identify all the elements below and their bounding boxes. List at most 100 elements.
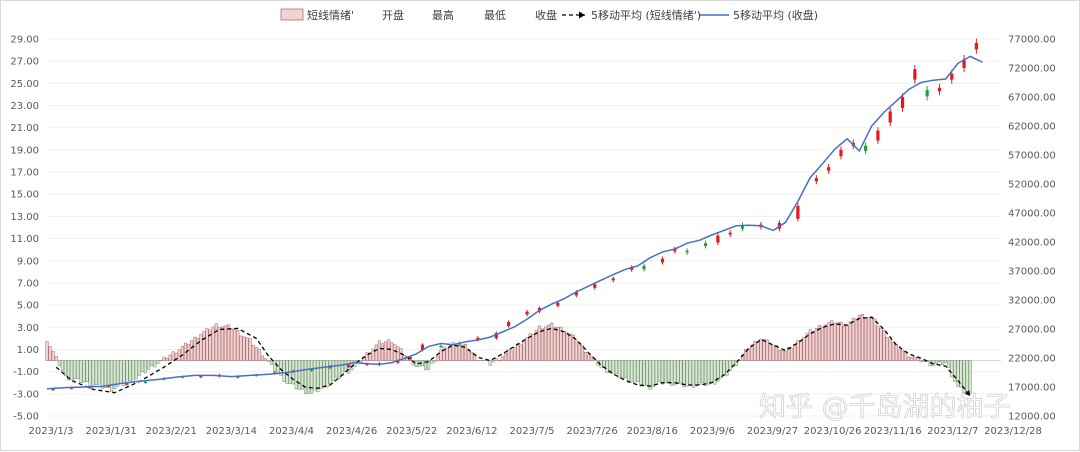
sentiment-bar	[618, 361, 621, 378]
right-tick-label: 47000.00	[1008, 209, 1056, 220]
sentiment-bar	[557, 327, 560, 360]
sentiment-bar	[89, 361, 92, 386]
candle-body	[796, 206, 799, 219]
x-tick-label: 2023/3/14	[206, 426, 257, 437]
sentiment-bar	[692, 361, 695, 388]
sentiment-bar	[440, 350, 443, 361]
sentiment-bar	[141, 361, 144, 372]
candle-body	[889, 112, 892, 123]
sentiment-bar	[824, 325, 827, 361]
candle-body	[144, 382, 147, 383]
right-tick-label: 42000.00	[1008, 238, 1056, 249]
candle-body	[876, 131, 879, 141]
x-tick-label: 2023/11/16	[864, 426, 922, 437]
left-tick-label: -3.00	[13, 389, 39, 400]
sentiment-bar	[353, 361, 356, 367]
sentiment-bar	[517, 344, 520, 361]
sentiment-bar	[523, 341, 526, 360]
sentiment-bar	[415, 361, 418, 367]
sentiment-bar	[255, 347, 258, 360]
sentiment-bar	[433, 361, 436, 362]
sentiment-bar	[843, 326, 846, 360]
sentiment-bar	[116, 361, 119, 387]
sentiment-bar	[150, 361, 153, 366]
sentiment-bar	[203, 332, 206, 361]
x-tick-label: 2023/4/4	[269, 426, 314, 437]
sentiment-bar	[944, 361, 947, 363]
candle-body	[642, 266, 645, 269]
left-axis: 29.0027.0025.0023.0021.0019.0017.0015.00…	[10, 35, 39, 423]
left-tick-label: 5.00	[17, 301, 39, 312]
sentiment-bar	[673, 361, 676, 385]
sentiment-bar	[566, 333, 569, 361]
sentiment-bar	[273, 361, 276, 372]
sentiment-bar	[821, 327, 824, 360]
sentiment-bar	[46, 341, 49, 360]
sentiment-bar	[907, 357, 910, 361]
sentiment-bar	[169, 355, 172, 361]
sentiment-bar	[886, 337, 889, 360]
left-tick-label: 17.00	[10, 168, 39, 179]
sentiment-bar	[535, 330, 538, 360]
sentiment-bar	[763, 339, 766, 360]
sentiment-bar	[258, 349, 261, 360]
sentiment-bar	[689, 361, 692, 385]
sentiment-bar	[864, 318, 867, 360]
sentiment-bar	[840, 322, 843, 360]
x-tick-label: 2023/5/22	[386, 426, 437, 437]
sentiment-bar	[563, 332, 566, 361]
sentiment-bar	[720, 361, 723, 379]
x-tick-label: 2023/8/16	[627, 426, 678, 437]
sentiment-bar	[640, 361, 643, 386]
sentiment-bar	[526, 338, 529, 361]
sentiment-bar	[55, 356, 58, 360]
sentiment-bar	[61, 361, 64, 371]
right-tick-label: 52000.00	[1008, 180, 1056, 191]
sentiment-bar	[387, 340, 390, 361]
sentiment-bar	[504, 353, 507, 360]
sentiment-bar	[495, 359, 498, 361]
left-tick-label: 29.00	[10, 35, 39, 46]
sentiment-bar	[163, 357, 166, 361]
sentiment-bar	[277, 361, 280, 374]
sentiment-bar	[560, 327, 563, 360]
sentiment-bar	[341, 361, 344, 376]
sentiment-bar	[227, 325, 230, 361]
sentiment-bar	[344, 361, 347, 372]
sentiment-bar	[637, 361, 640, 382]
legend-sentiment: 短线情绪'	[307, 8, 354, 22]
sentiment-bar	[695, 361, 698, 386]
sentiment-bar	[80, 361, 83, 383]
sentiment-bar	[237, 330, 240, 360]
sentiment-bar	[246, 338, 249, 361]
candle-body	[839, 150, 842, 156]
sentiment-bar	[166, 358, 169, 360]
sentiment-bar	[323, 361, 326, 386]
sentiment-bar	[397, 347, 400, 361]
left-tick-label: 11.00	[10, 234, 39, 245]
sentiment-bar	[670, 361, 673, 386]
sentiment-bar	[144, 361, 147, 373]
sentiment-bar	[760, 339, 763, 361]
sentiment-bar	[830, 321, 833, 361]
x-tick-label: 2023/9/27	[747, 426, 798, 437]
sentiment-bar	[849, 322, 852, 361]
sentiment-bar	[467, 351, 470, 361]
sentiment-bar	[138, 361, 141, 376]
sentiment-bar	[267, 361, 270, 362]
sentiment-bar	[132, 361, 135, 383]
sentiment-bar	[874, 319, 877, 361]
sentiment-bar	[686, 361, 689, 387]
sentiment-bar	[750, 345, 753, 361]
sentiment-bar	[846, 326, 849, 361]
sentiment-bar	[790, 348, 793, 361]
sentiment-bar	[941, 361, 944, 365]
legend-open: 开盘	[382, 8, 404, 22]
sentiment-bar	[135, 361, 138, 379]
sentiment-bar	[726, 361, 729, 376]
legend-sentiment-ma5: 5移动平均 (短线情绪')	[591, 8, 701, 22]
x-tick-label: 2023/2/21	[146, 426, 197, 437]
sentiment-bar	[772, 345, 775, 361]
sentiment-bar	[233, 330, 236, 361]
